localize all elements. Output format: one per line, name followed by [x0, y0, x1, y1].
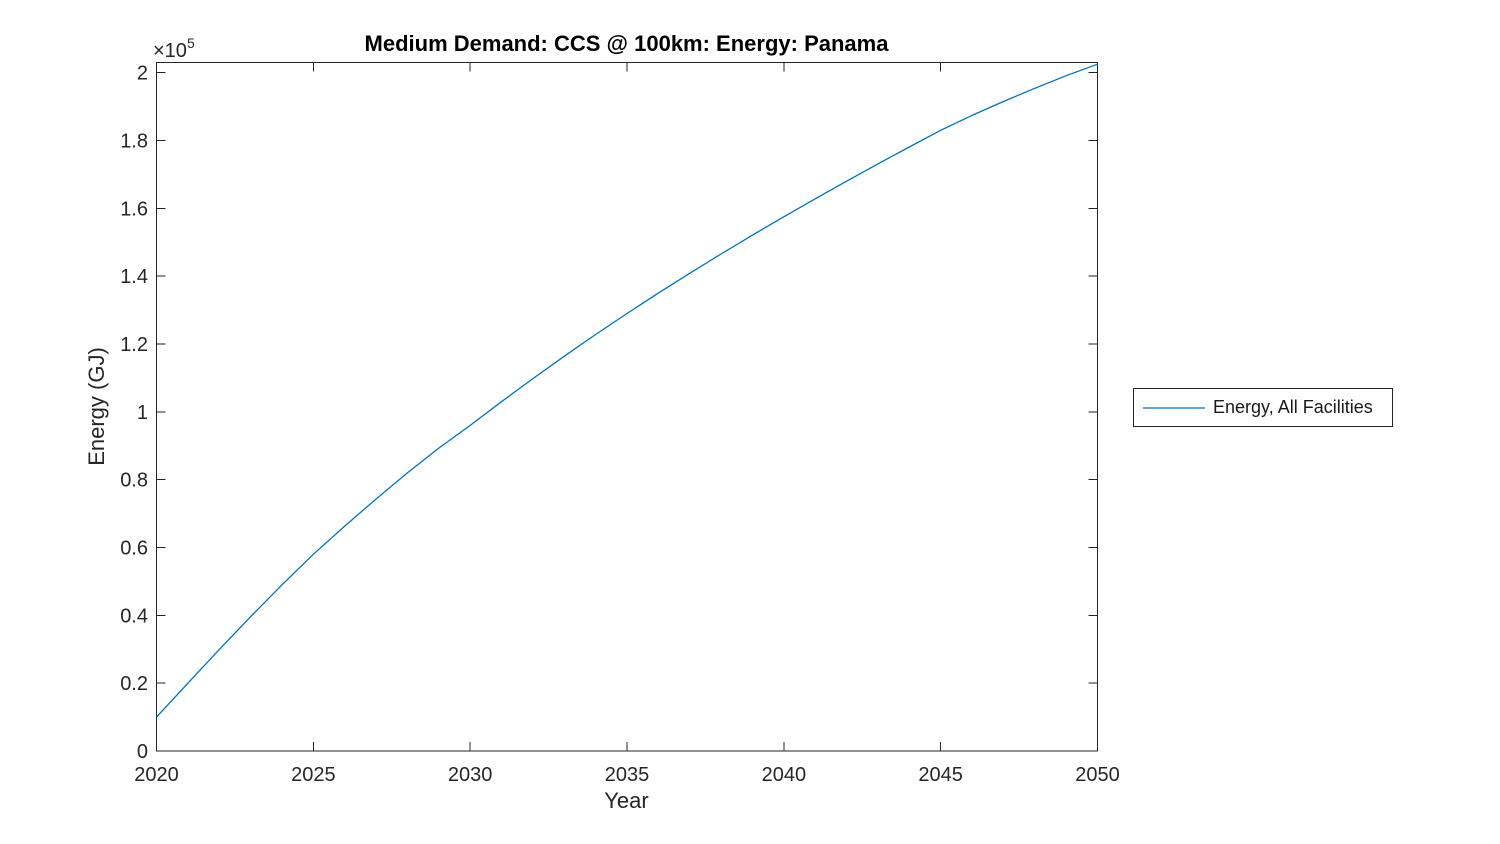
- y-axis-multiplier: ×105: [153, 35, 195, 62]
- chart-title: Medium Demand: CCS @ 100km: Energy: Pana…: [365, 31, 890, 56]
- y-tick-label: 0.4: [120, 605, 148, 627]
- x-tick-label: 2050: [1075, 764, 1120, 786]
- y-tick-label: 1: [137, 402, 148, 424]
- x-tick-label: 2030: [448, 764, 493, 786]
- x-tick-label: 2045: [918, 764, 963, 786]
- y-axis-ticks: 0 0.2 0.4 0.6 0.8 1 1.2 1.4 1.6 1.8 2: [120, 63, 1098, 763]
- y-tick-label: 0.2: [120, 673, 148, 695]
- data-line: [156, 63, 1098, 718]
- data-series: [156, 63, 1098, 718]
- x-tick-label: 2040: [762, 764, 807, 786]
- y-tick-label: 1.6: [120, 198, 148, 220]
- y-tick-label: 1.2: [120, 334, 148, 356]
- y-tick-label: 2: [137, 63, 148, 85]
- y-tick-label: 0.8: [120, 470, 148, 492]
- x-tick-label: 2025: [291, 764, 336, 786]
- x-tick-label: 2035: [605, 764, 650, 786]
- y-axis-multiplier-base: ×10: [153, 40, 187, 62]
- y-tick-label: 0: [137, 741, 148, 763]
- y-axis-label: Energy (GJ): [84, 347, 109, 466]
- y-tick-label: 1.8: [120, 131, 148, 153]
- legend-line-sample: [1143, 406, 1205, 409]
- legend: Energy, All Facilities: [1133, 388, 1393, 427]
- y-axis-multiplier-exponent: 5: [187, 35, 195, 51]
- x-axis-label: Year: [604, 788, 648, 813]
- axis-frame: [156, 62, 1098, 752]
- y-tick-label: 1.4: [120, 266, 148, 288]
- legend-label: Energy, All Facilities: [1213, 397, 1373, 417]
- x-tick-label: 2020: [134, 764, 179, 786]
- x-axis-ticks: 2020 2025 2030 2035 2040 2045 2050: [134, 62, 1120, 786]
- y-tick-label: 0.6: [120, 538, 148, 560]
